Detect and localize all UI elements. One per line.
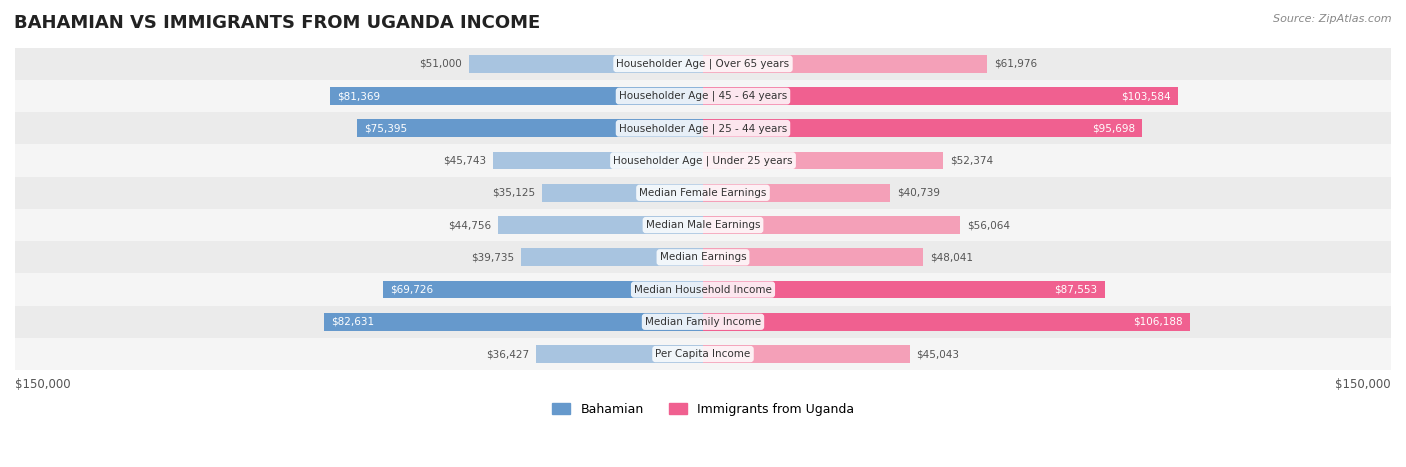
Text: BAHAMIAN VS IMMIGRANTS FROM UGANDA INCOME: BAHAMIAN VS IMMIGRANTS FROM UGANDA INCOM… — [14, 14, 540, 32]
Text: Median Household Income: Median Household Income — [634, 284, 772, 295]
Bar — [536, 345, 703, 363]
Text: Median Family Income: Median Family Income — [645, 317, 761, 327]
Text: $69,726: $69,726 — [389, 284, 433, 295]
Text: $45,043: $45,043 — [917, 349, 959, 359]
Text: $48,041: $48,041 — [931, 252, 973, 262]
Bar — [15, 274, 1391, 306]
Text: $52,374: $52,374 — [950, 156, 993, 166]
Text: $44,756: $44,756 — [447, 220, 491, 230]
Bar — [703, 55, 987, 73]
Text: $39,735: $39,735 — [471, 252, 513, 262]
Bar — [15, 338, 1391, 370]
Text: $75,395: $75,395 — [364, 123, 408, 133]
Text: Householder Age | 25 - 44 years: Householder Age | 25 - 44 years — [619, 123, 787, 134]
Text: Householder Age | Under 25 years: Householder Age | Under 25 years — [613, 156, 793, 166]
Bar — [703, 216, 960, 234]
Text: Householder Age | Over 65 years: Householder Age | Over 65 years — [616, 58, 790, 69]
Bar — [703, 345, 910, 363]
Bar — [541, 184, 703, 202]
Bar — [15, 80, 1391, 112]
Text: $45,743: $45,743 — [443, 156, 486, 166]
Text: $81,369: $81,369 — [336, 91, 380, 101]
Text: Median Earnings: Median Earnings — [659, 252, 747, 262]
Text: $150,000: $150,000 — [1336, 378, 1391, 391]
Text: $35,125: $35,125 — [492, 188, 536, 198]
Bar — [498, 216, 703, 234]
Text: Source: ZipAtlas.com: Source: ZipAtlas.com — [1274, 14, 1392, 24]
Text: $82,631: $82,631 — [330, 317, 374, 327]
Text: Householder Age | 45 - 64 years: Householder Age | 45 - 64 years — [619, 91, 787, 101]
Bar — [494, 152, 703, 170]
Legend: Bahamian, Immigrants from Uganda: Bahamian, Immigrants from Uganda — [546, 396, 860, 422]
Bar — [470, 55, 703, 73]
Text: Median Male Earnings: Median Male Earnings — [645, 220, 761, 230]
Text: Median Female Earnings: Median Female Earnings — [640, 188, 766, 198]
Bar — [520, 248, 703, 266]
Text: $61,976: $61,976 — [994, 59, 1038, 69]
Bar — [703, 120, 1142, 137]
Bar — [357, 120, 703, 137]
Text: $95,698: $95,698 — [1092, 123, 1135, 133]
Text: Per Capita Income: Per Capita Income — [655, 349, 751, 359]
Bar — [703, 152, 943, 170]
Bar — [15, 112, 1391, 144]
Bar — [703, 248, 924, 266]
Text: $87,553: $87,553 — [1054, 284, 1098, 295]
Bar — [703, 313, 1189, 331]
Text: $36,427: $36,427 — [486, 349, 529, 359]
Text: $103,584: $103,584 — [1122, 91, 1171, 101]
Bar — [15, 48, 1391, 80]
Bar — [15, 144, 1391, 177]
Bar — [15, 209, 1391, 241]
Bar — [15, 241, 1391, 274]
Bar — [323, 313, 703, 331]
Bar — [703, 184, 890, 202]
Bar — [703, 87, 1178, 105]
Text: $56,064: $56,064 — [967, 220, 1010, 230]
Bar — [703, 281, 1105, 298]
Text: $106,188: $106,188 — [1133, 317, 1184, 327]
Bar — [15, 306, 1391, 338]
Bar — [15, 177, 1391, 209]
Text: $40,739: $40,739 — [897, 188, 939, 198]
Text: $150,000: $150,000 — [15, 378, 70, 391]
Bar — [384, 281, 703, 298]
Bar — [330, 87, 703, 105]
Text: $51,000: $51,000 — [419, 59, 463, 69]
